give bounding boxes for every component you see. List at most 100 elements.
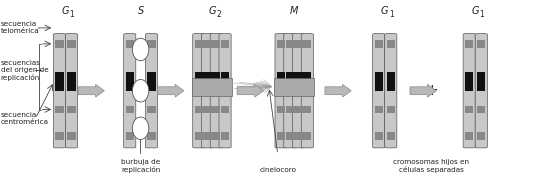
Bar xyxy=(477,72,486,91)
Text: G: G xyxy=(471,6,479,16)
Bar xyxy=(274,78,314,95)
Bar xyxy=(67,40,75,48)
Bar xyxy=(294,106,302,113)
FancyBboxPatch shape xyxy=(275,34,287,148)
Text: cinelocoro: cinelocoro xyxy=(259,167,296,173)
Bar xyxy=(56,72,63,91)
FancyArrow shape xyxy=(237,84,263,97)
FancyBboxPatch shape xyxy=(145,34,157,148)
Text: secuencia
telomérica: secuencia telomérica xyxy=(1,21,39,34)
Bar xyxy=(387,132,395,139)
Bar xyxy=(56,106,63,113)
Bar xyxy=(387,72,395,91)
Bar xyxy=(387,106,395,113)
Bar xyxy=(375,106,383,113)
Text: burbuja de
replicación: burbuja de replicación xyxy=(121,159,160,173)
FancyArrow shape xyxy=(325,84,351,97)
Bar xyxy=(147,40,156,48)
FancyBboxPatch shape xyxy=(201,34,213,148)
Bar xyxy=(477,132,486,139)
Text: 1: 1 xyxy=(389,10,394,19)
Bar xyxy=(303,132,311,139)
FancyBboxPatch shape xyxy=(53,34,65,148)
Bar xyxy=(465,132,474,139)
Bar xyxy=(375,72,383,91)
FancyBboxPatch shape xyxy=(293,34,305,148)
Bar xyxy=(303,106,311,113)
Bar xyxy=(67,106,75,113)
Bar xyxy=(56,132,63,139)
Bar xyxy=(212,132,221,139)
Bar xyxy=(195,72,203,91)
Bar xyxy=(195,106,203,113)
Bar xyxy=(294,132,302,139)
Bar xyxy=(465,72,474,91)
Bar xyxy=(212,72,221,91)
Bar xyxy=(125,72,134,91)
Bar xyxy=(285,132,294,139)
Ellipse shape xyxy=(133,80,149,102)
Bar xyxy=(125,106,134,113)
FancyBboxPatch shape xyxy=(65,34,78,148)
Bar xyxy=(204,40,212,48)
Text: G: G xyxy=(62,6,69,16)
Bar xyxy=(204,106,212,113)
Bar xyxy=(465,106,474,113)
Text: G: G xyxy=(381,6,388,16)
Bar xyxy=(67,132,75,139)
Bar xyxy=(285,72,294,91)
Ellipse shape xyxy=(133,38,149,61)
FancyArrow shape xyxy=(78,84,104,97)
Text: G: G xyxy=(208,6,216,16)
Bar xyxy=(195,132,203,139)
FancyBboxPatch shape xyxy=(192,34,205,148)
FancyBboxPatch shape xyxy=(210,34,222,148)
Bar xyxy=(56,40,63,48)
Bar xyxy=(303,40,311,48)
Ellipse shape xyxy=(133,117,149,139)
Bar xyxy=(67,72,75,91)
Bar xyxy=(212,40,221,48)
Bar xyxy=(204,132,212,139)
FancyBboxPatch shape xyxy=(373,34,385,148)
Bar xyxy=(465,40,474,48)
Bar xyxy=(147,132,156,139)
Bar xyxy=(285,40,294,48)
Bar xyxy=(477,106,486,113)
FancyBboxPatch shape xyxy=(284,34,296,148)
Bar xyxy=(277,40,285,48)
Text: 1: 1 xyxy=(70,10,74,19)
Bar xyxy=(204,72,212,91)
Text: S: S xyxy=(138,6,144,16)
FancyArrow shape xyxy=(158,84,184,97)
Bar xyxy=(147,106,156,113)
Bar xyxy=(221,72,229,91)
Bar xyxy=(294,40,302,48)
Bar xyxy=(277,106,285,113)
Bar xyxy=(192,78,232,95)
FancyBboxPatch shape xyxy=(384,34,397,148)
Text: secuencias
del origen de
replicación: secuencias del origen de replicación xyxy=(1,60,48,81)
FancyArrow shape xyxy=(410,84,436,97)
Bar xyxy=(303,72,311,91)
FancyBboxPatch shape xyxy=(463,34,475,148)
Bar xyxy=(277,132,285,139)
FancyBboxPatch shape xyxy=(124,34,136,148)
Bar xyxy=(195,40,203,48)
Bar xyxy=(285,106,294,113)
Bar xyxy=(212,106,221,113)
FancyBboxPatch shape xyxy=(219,34,231,148)
Bar xyxy=(147,72,156,91)
Text: cromosomas hijos en
células separadas: cromosomas hijos en células separadas xyxy=(393,159,469,173)
Bar xyxy=(277,72,285,91)
Bar xyxy=(375,132,383,139)
Bar xyxy=(477,40,486,48)
Bar xyxy=(375,40,383,48)
Bar xyxy=(125,40,134,48)
FancyBboxPatch shape xyxy=(301,34,314,148)
Text: secuencia
centromérica: secuencia centromérica xyxy=(1,112,49,125)
Text: 2: 2 xyxy=(216,10,221,19)
Bar xyxy=(221,106,229,113)
Bar xyxy=(125,132,134,139)
Bar xyxy=(294,72,302,91)
